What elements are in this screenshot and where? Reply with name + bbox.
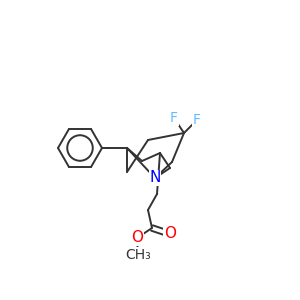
Text: O: O (164, 226, 176, 242)
Text: CH₃: CH₃ (125, 248, 151, 262)
Text: F: F (170, 111, 178, 125)
Text: O: O (131, 230, 143, 245)
Text: N: N (149, 170, 161, 185)
Text: F: F (193, 113, 201, 127)
